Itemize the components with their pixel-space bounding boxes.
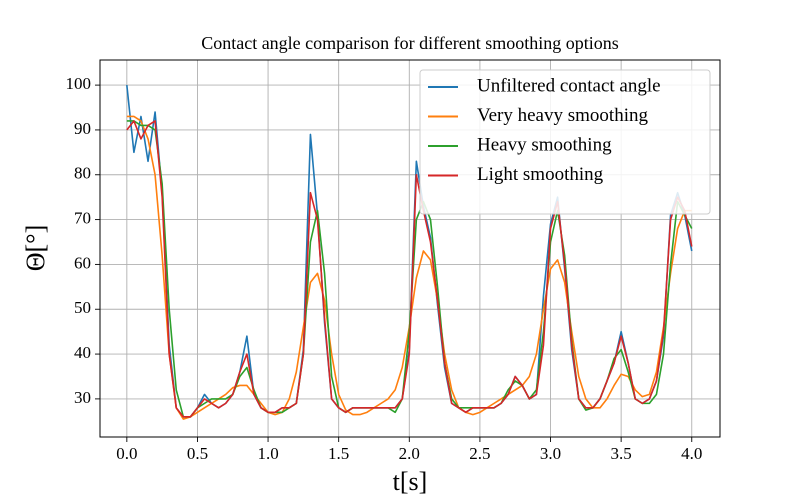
legend-label: Very heavy smoothing [477,105,648,126]
y-tick-label: 30 [74,388,91,407]
x-tick-label: 3.5 [611,444,632,463]
legend-box [419,69,711,215]
x-axis-label: t[s] [393,467,428,496]
plot-frame [99,59,721,438]
y-tick-label: 100 [66,74,92,93]
x-tick-label: 0.0 [116,444,137,463]
y-axis-label: Θ[°] [21,225,50,272]
x-tick-label: 2.5 [469,444,490,463]
legend-label: Light smoothing [477,164,604,185]
chart-title: Contact angle comparison for different s… [201,33,619,53]
x-tick-label: 1.5 [328,444,349,463]
data-line [126,120,693,418]
x-tick-label: 3.0 [540,444,561,463]
y-tick-label: 70 [74,208,91,227]
legend-label: Unfiltered contact angle [477,75,661,96]
y-tick-label: 50 [74,298,91,317]
y-tick-label: 60 [74,253,91,272]
legend-label: Heavy smoothing [477,134,612,155]
x-tick-label: 2.0 [399,444,420,463]
x-tick-label: 1.0 [257,444,278,463]
x-tick-label: 0.5 [187,444,208,463]
y-tick-label: 80 [74,164,91,183]
y-tick-label: 90 [74,119,91,138]
y-tick-label: 40 [74,343,91,362]
x-tick-label: 4.0 [681,444,702,463]
